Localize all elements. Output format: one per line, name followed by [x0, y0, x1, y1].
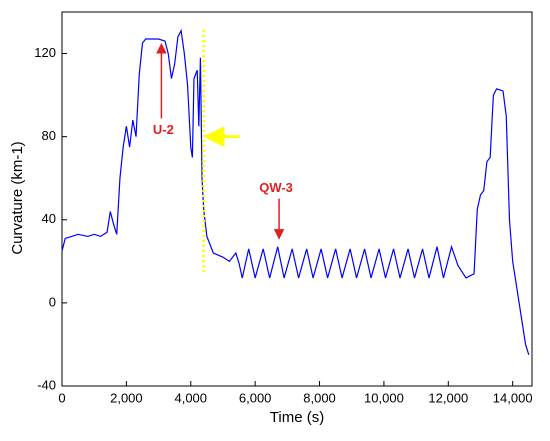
x-axis-label: Time (s) [270, 409, 324, 426]
x-tick-label: 12,000 [428, 390, 468, 405]
y-tick-label: 40 [42, 211, 56, 226]
plot-frame [61, 11, 533, 387]
y-tick-label: 80 [42, 128, 56, 143]
x-tick-label: 6,000 [239, 390, 272, 405]
y-axis-label: Curvature (km-1) [9, 141, 26, 254]
x-tick-label: 14,000 [493, 390, 533, 405]
x-tick-label: 0 [58, 390, 65, 405]
x-tick-label: 8,000 [303, 390, 336, 405]
annotation: QW-3 [259, 180, 293, 195]
y-tick-label: 120 [34, 45, 56, 60]
x-tick-label: 4,000 [174, 390, 207, 405]
y-tick-label: 0 [49, 294, 56, 309]
annotation: U-2 [153, 122, 174, 137]
y-tick-label: -40 [37, 377, 56, 392]
data-line [61, 28, 530, 356]
x-tick-label: 10,000 [364, 390, 404, 405]
x-tick-label: 2,000 [110, 390, 143, 405]
